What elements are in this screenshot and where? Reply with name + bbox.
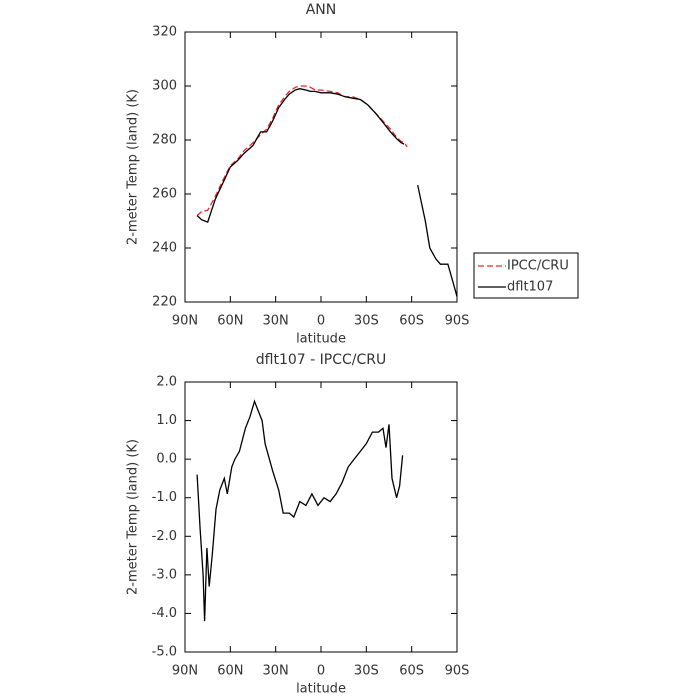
x-tick-label: 60S <box>399 314 424 329</box>
x-tick-label: 90S <box>445 314 470 329</box>
x-tick-label: 30S <box>354 314 379 329</box>
y-tick-label: -2.0 <box>152 529 177 544</box>
y-tick-label: -5.0 <box>152 645 177 660</box>
legend-label: IPCC/CRU <box>507 259 569 274</box>
data-line <box>196 85 408 217</box>
y-tick-label: 280 <box>152 133 177 148</box>
plot-frame <box>184 31 458 303</box>
y-tick-label: 1.0 <box>156 413 177 428</box>
y-axis-label: 2-meter Temp (land) (K) <box>126 89 141 245</box>
y-tick-label: -4.0 <box>152 606 177 621</box>
x-tick-label: 60N <box>217 664 243 679</box>
y-tick-label: 220 <box>152 295 177 310</box>
x-tick-label: 90N <box>172 314 198 329</box>
data-line <box>196 399 404 622</box>
y-tick-label: 240 <box>152 241 177 256</box>
data-line <box>196 88 458 297</box>
chart-title: ANN <box>306 2 337 18</box>
chart-title: dflt107 - IPCC/CRU <box>256 352 386 368</box>
x-tick-label: 30N <box>263 664 289 679</box>
x-tick-label: 30S <box>354 664 379 679</box>
y-tick-label: 320 <box>152 25 177 40</box>
x-axis-label: latitude <box>296 682 346 697</box>
y-tick-label: -1.0 <box>152 490 177 505</box>
x-tick-label: 60N <box>217 314 243 329</box>
y-tick-label: -3.0 <box>152 567 177 582</box>
x-tick-label: 0 <box>317 664 325 679</box>
x-axis-label: latitude <box>296 332 346 347</box>
x-tick-label: 60S <box>399 664 424 679</box>
x-tick-label: 0 <box>317 314 325 329</box>
legend-label: dflt107 <box>507 280 553 295</box>
x-tick-label: 30N <box>263 314 289 329</box>
y-tick-label: 260 <box>152 187 177 202</box>
plot-frame <box>184 381 458 653</box>
y-axis-label: 2-meter Temp (land) (K) <box>126 439 141 595</box>
x-tick-label: 90S <box>445 664 470 679</box>
x-tick-label: 90N <box>172 664 198 679</box>
legend-box <box>473 252 579 299</box>
y-tick-label: 0.0 <box>156 452 177 467</box>
y-tick-label: 2.0 <box>156 375 177 390</box>
y-tick-label: 300 <box>152 79 177 94</box>
